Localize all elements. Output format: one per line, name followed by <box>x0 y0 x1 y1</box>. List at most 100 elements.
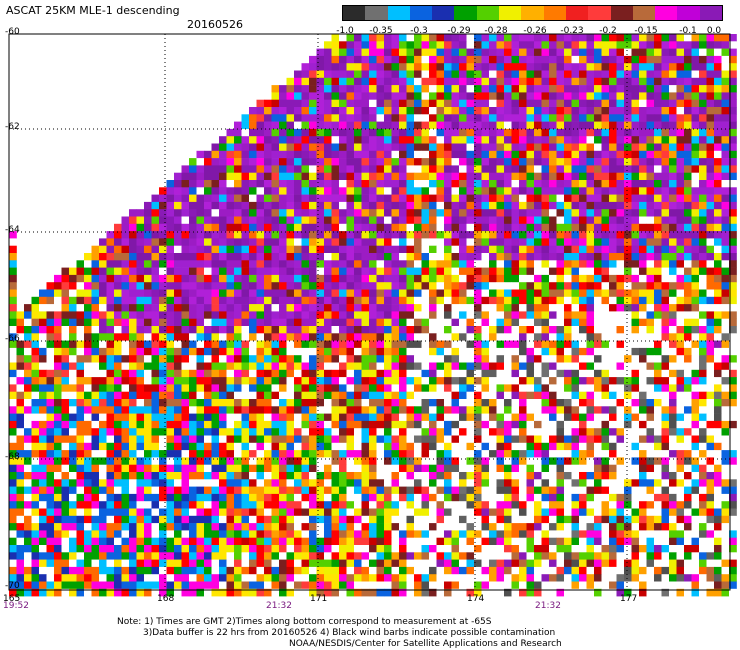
data-cell <box>594 377 602 385</box>
data-cell <box>211 384 220 392</box>
data-cell <box>639 48 647 57</box>
data-cell <box>384 41 392 49</box>
data-cell <box>714 55 722 64</box>
data-cell <box>684 428 692 436</box>
data-cell <box>721 296 730 305</box>
data-cell <box>616 180 625 188</box>
data-cell <box>61 457 70 465</box>
data-cell <box>699 231 707 239</box>
data-cell <box>579 172 587 181</box>
data-cell <box>421 121 430 130</box>
data-cell <box>654 172 662 181</box>
data-cell <box>714 158 722 166</box>
data-cell <box>219 450 227 458</box>
data-cell <box>624 77 632 86</box>
data-cell <box>226 457 235 465</box>
data-cell <box>699 428 707 436</box>
data-cell <box>414 340 422 349</box>
data-cell <box>339 369 347 378</box>
data-cell <box>511 85 520 93</box>
data-cell <box>421 464 430 473</box>
data-cell <box>166 377 175 385</box>
data-cell <box>24 333 32 341</box>
data-cell <box>391 296 400 305</box>
data-cell <box>721 406 730 414</box>
data-cell <box>669 442 677 451</box>
data-cell <box>414 63 422 71</box>
data-cell <box>714 48 722 57</box>
data-cell <box>99 326 107 334</box>
data-cell <box>151 260 160 268</box>
data-cell <box>211 457 220 465</box>
data-cell <box>526 420 535 429</box>
data-cell <box>151 245 160 254</box>
data-cell <box>414 253 422 261</box>
data-cell <box>534 428 542 436</box>
data-cell <box>384 267 392 276</box>
data-cell <box>624 274 632 283</box>
data-cell <box>294 435 302 444</box>
data-cell <box>601 77 610 86</box>
data-cell <box>609 107 617 115</box>
data-cell <box>729 121 737 130</box>
data-cell <box>564 223 572 232</box>
data-cell <box>369 187 377 195</box>
data-cell <box>189 355 197 363</box>
data-cell <box>84 435 92 444</box>
data-cell <box>204 333 212 341</box>
data-cell <box>346 377 355 385</box>
data-cell <box>556 428 565 436</box>
data-cell <box>579 165 587 173</box>
data-cell <box>631 260 640 268</box>
data-cell <box>429 216 437 225</box>
data-cell <box>114 391 122 400</box>
data-cell <box>624 457 632 465</box>
data-cell <box>241 187 250 195</box>
data-cell <box>256 326 265 334</box>
data-cell <box>609 420 617 429</box>
data-cell <box>241 362 250 371</box>
data-cell <box>691 114 700 122</box>
data-cell <box>466 274 475 283</box>
data-cell <box>316 253 325 261</box>
data-cell <box>639 70 647 79</box>
data-cell <box>166 399 175 407</box>
data-cell <box>436 143 445 152</box>
data-cell <box>669 194 677 203</box>
data-cell <box>444 99 452 108</box>
data-cell <box>616 296 625 305</box>
data-cell <box>691 165 700 173</box>
data-cell <box>414 428 422 436</box>
data-cell <box>324 231 332 239</box>
data-cell <box>264 289 272 298</box>
data-cell <box>249 369 257 378</box>
data-cell <box>421 347 430 356</box>
data-cell <box>601 63 610 71</box>
data-cell <box>601 260 610 268</box>
data-cell <box>444 391 452 400</box>
data-cell <box>376 355 385 363</box>
data-cell <box>406 253 415 261</box>
data-cell <box>226 428 235 436</box>
data-cell <box>564 369 572 378</box>
data-cell <box>661 304 670 312</box>
data-cell <box>391 464 400 473</box>
data-cell <box>271 150 280 159</box>
data-cell <box>354 304 362 312</box>
data-cell <box>129 245 137 254</box>
data-cell <box>316 391 325 400</box>
data-cell <box>534 216 542 225</box>
data-cell <box>429 41 437 49</box>
data-cell <box>669 107 677 115</box>
data-cell <box>474 347 482 356</box>
data-cell <box>436 158 445 166</box>
data-cell <box>654 121 662 130</box>
data-cell <box>564 41 572 49</box>
data-cell <box>294 318 302 327</box>
data-cell <box>444 41 452 49</box>
data-cell <box>376 143 385 152</box>
data-cell <box>609 267 617 276</box>
color-scale-swatch <box>699 6 723 20</box>
data-cell <box>159 369 167 378</box>
